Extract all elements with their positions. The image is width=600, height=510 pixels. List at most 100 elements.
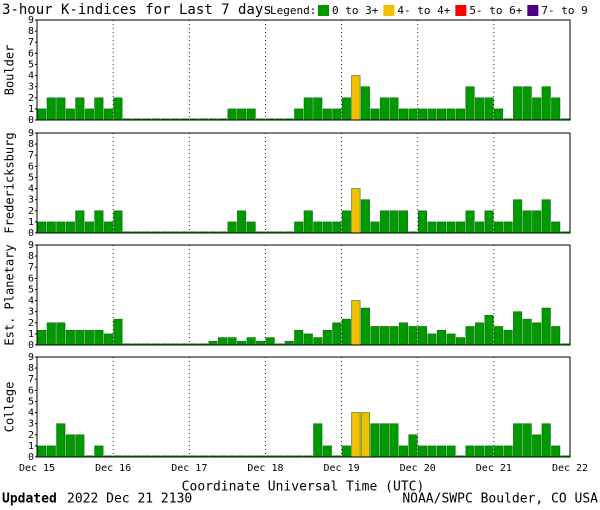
legend-label: 5- to 6+	[469, 4, 522, 17]
bar	[113, 318, 123, 346]
bar	[398, 108, 408, 121]
y-tick-label: 4	[28, 184, 34, 195]
bar	[389, 423, 399, 458]
x-tick-label: Dec 15	[19, 463, 55, 474]
y-tick-label: 0	[28, 340, 34, 351]
bar	[322, 221, 332, 234]
bar	[103, 108, 113, 121]
bar	[360, 307, 370, 346]
bar	[303, 333, 313, 346]
bar	[303, 97, 313, 121]
bar	[427, 445, 437, 458]
bar	[532, 97, 542, 121]
bar	[313, 423, 323, 458]
bar	[417, 326, 427, 346]
bar	[351, 300, 361, 346]
y-tick-label: 6	[28, 48, 34, 59]
y-tick-label: 4	[28, 408, 34, 419]
bar	[389, 210, 399, 234]
bar	[341, 97, 351, 121]
bar	[351, 412, 361, 458]
bar	[65, 434, 75, 458]
bar	[417, 445, 427, 458]
bar	[370, 221, 380, 234]
y-tick-label: 7	[28, 262, 34, 273]
bar	[294, 329, 304, 346]
bar	[351, 75, 361, 121]
x-tick-label: Dec 22	[552, 463, 588, 474]
y-tick-label: 1	[28, 441, 34, 452]
legend-label: 7- to 9	[541, 4, 587, 17]
legend-swatch	[455, 5, 467, 16]
updated-time: 2022 Dec 21 2130	[67, 492, 192, 507]
bar	[75, 97, 85, 121]
bar	[475, 221, 485, 234]
bar	[475, 97, 485, 121]
bar	[484, 97, 494, 121]
bar	[541, 423, 551, 458]
bar	[94, 97, 104, 121]
chart-title: 3-hour K-indices for Last 7 days	[2, 2, 272, 18]
y-tick-label: 5	[28, 59, 34, 70]
y-tick-label: 8	[28, 139, 34, 150]
bar	[370, 423, 380, 458]
bar	[379, 97, 389, 121]
bar	[398, 322, 408, 346]
bar	[551, 326, 561, 346]
bar	[46, 322, 56, 346]
bar	[551, 445, 561, 458]
bar	[313, 221, 323, 234]
bar	[379, 326, 389, 346]
bar	[456, 108, 466, 121]
bar	[237, 341, 247, 346]
bar	[46, 97, 56, 121]
bar	[522, 423, 532, 458]
bar	[475, 322, 485, 346]
y-tick-label: 7	[28, 374, 34, 385]
bar	[522, 86, 532, 121]
bar	[503, 445, 513, 458]
bar	[341, 318, 351, 346]
bar	[465, 86, 475, 121]
y-tick-label: 7	[28, 150, 34, 161]
x-tick-label: Dec 17	[171, 463, 207, 474]
panel-label: College	[3, 382, 17, 433]
updated-label: Updated	[2, 492, 57, 507]
bar	[94, 210, 104, 234]
bar	[94, 445, 104, 458]
bar	[56, 221, 66, 234]
y-tick-label: 7	[28, 37, 34, 48]
bar	[389, 97, 399, 121]
bar	[113, 97, 123, 121]
bar	[37, 445, 47, 458]
bar	[227, 337, 237, 346]
bar	[303, 210, 313, 234]
x-axis-label: Coordinate Universal Time (UTC)	[182, 480, 425, 495]
bar	[360, 86, 370, 121]
bar	[437, 329, 447, 346]
bar	[237, 108, 247, 121]
y-tick-label: 2	[28, 93, 34, 104]
y-tick-label: 5	[28, 172, 34, 183]
y-tick-label: 2	[28, 430, 34, 441]
bar	[484, 315, 494, 346]
bar	[37, 221, 47, 234]
bar	[56, 322, 66, 346]
y-tick-label: 1	[28, 217, 34, 228]
y-tick-label: 3	[28, 82, 34, 93]
bar	[75, 329, 85, 346]
bar	[313, 337, 323, 346]
bar	[465, 445, 475, 458]
bar	[237, 210, 247, 234]
bar	[446, 333, 456, 346]
y-tick-label: 3	[28, 419, 34, 430]
bar	[408, 326, 418, 346]
bar	[370, 108, 380, 121]
bar	[379, 423, 389, 458]
bar	[427, 108, 437, 121]
bar	[494, 326, 504, 346]
bar	[513, 423, 523, 458]
legend-label: 4- to 4+	[397, 4, 450, 17]
bar	[218, 337, 228, 346]
